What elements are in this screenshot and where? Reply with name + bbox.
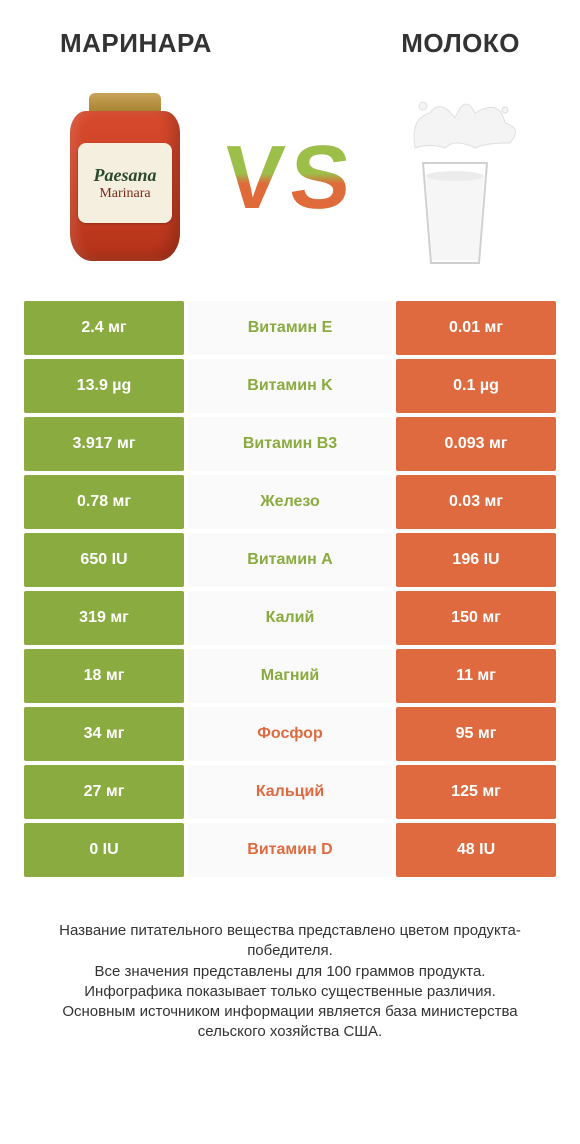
- footer-notes: Название питательного вещества представл…: [0, 881, 580, 1043]
- table-row: 3.917 мгВитамин B30.093 мг: [24, 417, 556, 471]
- footer-line: Инфографика показывает только существенн…: [30, 982, 550, 1002]
- value-right: 0.03 мг: [396, 475, 556, 529]
- value-left: 0 IU: [24, 823, 184, 877]
- footer-line: Название питательного вещества представл…: [30, 921, 550, 962]
- table-row: 18 мгМагний11 мг: [24, 649, 556, 703]
- footer-line: Основным источником информации является …: [30, 1002, 550, 1043]
- nutrient-name: Витамин K: [188, 359, 392, 413]
- value-right: 125 мг: [396, 765, 556, 819]
- value-left: 650 IU: [24, 533, 184, 587]
- table-row: 34 мгФосфор95 мг: [24, 707, 556, 761]
- header: МАРИНАРА МОЛОКО: [0, 0, 580, 71]
- vs-label: VS: [220, 127, 359, 230]
- table-row: 13.9 µgВитамин K0.1 µg: [24, 359, 556, 413]
- jar-sub: Marinara: [99, 186, 150, 202]
- product-left-image: Paesana Marinara: [40, 78, 210, 278]
- value-right: 11 мг: [396, 649, 556, 703]
- table-row: 0 IUВитамин D48 IU: [24, 823, 556, 877]
- value-left: 319 мг: [24, 591, 184, 645]
- nutrient-name: Витамин E: [188, 301, 392, 355]
- comparison-table: 2.4 мгВитамин E0.01 мг13.9 µgВитамин K0.…: [24, 301, 556, 877]
- value-right: 0.093 мг: [396, 417, 556, 471]
- value-right: 95 мг: [396, 707, 556, 761]
- nutrient-name: Витамин D: [188, 823, 392, 877]
- table-row: 650 IUВитамин A196 IU: [24, 533, 556, 587]
- value-left: 27 мг: [24, 765, 184, 819]
- value-left: 18 мг: [24, 649, 184, 703]
- nutrient-name: Витамин B3: [188, 417, 392, 471]
- nutrient-name: Кальций: [188, 765, 392, 819]
- value-left: 34 мг: [24, 707, 184, 761]
- product-right-image: [370, 78, 540, 278]
- nutrient-name: Фосфор: [188, 707, 392, 761]
- product-left-title: МАРИНАРА: [60, 28, 212, 59]
- value-right: 48 IU: [396, 823, 556, 877]
- table-row: 319 мгКалий150 мг: [24, 591, 556, 645]
- footer-line: Все значения представлены для 100 граммо…: [30, 962, 550, 982]
- nutrient-name: Железо: [188, 475, 392, 529]
- table-row: 27 мгКальций125 мг: [24, 765, 556, 819]
- nutrient-name: Калий: [188, 591, 392, 645]
- images-row: Paesana Marinara VS: [0, 71, 580, 301]
- value-left: 0.78 мг: [24, 475, 184, 529]
- product-right-title: МОЛОКО: [401, 28, 520, 59]
- value-right: 150 мг: [396, 591, 556, 645]
- value-right: 0.01 мг: [396, 301, 556, 355]
- nutrient-name: Магний: [188, 649, 392, 703]
- jar-brand: Paesana: [94, 165, 157, 186]
- table-row: 2.4 мгВитамин E0.01 мг: [24, 301, 556, 355]
- value-left: 3.917 мг: [24, 417, 184, 471]
- value-right: 0.1 µg: [396, 359, 556, 413]
- milk-icon: [375, 88, 535, 268]
- jar-icon: Paesana Marinara: [70, 93, 180, 263]
- value-left: 2.4 мг: [24, 301, 184, 355]
- value-left: 13.9 µg: [24, 359, 184, 413]
- value-right: 196 IU: [396, 533, 556, 587]
- table-row: 0.78 мгЖелезо0.03 мг: [24, 475, 556, 529]
- nutrient-name: Витамин A: [188, 533, 392, 587]
